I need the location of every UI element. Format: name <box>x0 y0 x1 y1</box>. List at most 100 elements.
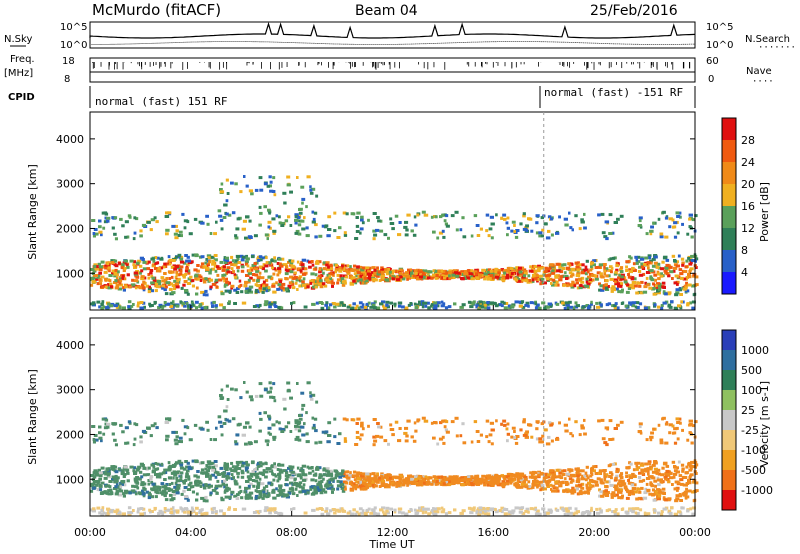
velocity-cell <box>289 481 294 485</box>
power-cell <box>453 302 457 306</box>
power-cell <box>637 255 641 259</box>
power-cell <box>326 273 330 277</box>
power-cell <box>111 269 115 273</box>
velocity-cell <box>296 466 300 470</box>
power-cell <box>184 290 189 294</box>
velocity-cell <box>244 495 248 499</box>
power-cell <box>463 277 468 280</box>
power-cell <box>679 293 683 296</box>
velocity-cell <box>445 420 449 424</box>
velocity-cell <box>478 506 483 510</box>
velocity-cell <box>677 510 682 514</box>
power-cell <box>161 306 164 310</box>
velocity-cell <box>170 481 174 485</box>
power-cell <box>92 232 96 235</box>
power-cell <box>386 272 389 276</box>
power-cell <box>479 227 483 231</box>
velocity-cell <box>359 480 362 484</box>
power-cell <box>171 270 175 274</box>
power-cell <box>520 300 525 304</box>
power-cell <box>187 261 193 265</box>
power-cell <box>113 274 117 278</box>
velocity-cell <box>146 426 151 430</box>
velocity-cell <box>599 490 604 494</box>
power-cell <box>436 236 440 240</box>
velocity-cell <box>157 472 161 476</box>
velocity-cell <box>486 508 490 512</box>
velocity-cell <box>206 428 210 432</box>
power-cell <box>656 305 661 309</box>
power-cell <box>653 255 658 259</box>
velocity-cell <box>413 508 417 512</box>
power-cell <box>358 266 363 270</box>
power-cell <box>258 255 263 259</box>
velocity-cell <box>172 509 176 513</box>
velocity-cell <box>592 469 596 473</box>
velocity-cell <box>569 511 574 515</box>
velocity-cell <box>569 432 573 436</box>
velocity-cell <box>213 464 218 468</box>
power-cell <box>673 281 678 285</box>
velocity-cell <box>552 486 557 490</box>
velocity-cell <box>155 491 160 495</box>
power-cell <box>268 211 271 215</box>
power-cell <box>98 271 102 275</box>
velocity-cell <box>616 488 620 492</box>
velocity-cell <box>230 469 235 473</box>
power-cell <box>150 289 154 293</box>
power-cell <box>516 279 521 283</box>
power-cell <box>452 269 457 273</box>
velocity-cell <box>308 471 312 475</box>
velocity-cell <box>656 476 660 480</box>
power-cell <box>578 227 582 231</box>
velocity-cell <box>357 480 361 484</box>
power-cell <box>244 262 248 266</box>
velocity-cell <box>575 510 580 514</box>
power-cell <box>646 283 650 287</box>
power-cell <box>303 216 306 220</box>
velocity-cell <box>535 427 539 431</box>
power-cell <box>518 300 521 304</box>
power-cell <box>255 261 259 265</box>
power-cell <box>552 280 557 284</box>
velocity-cell <box>139 435 143 439</box>
velocity-cell <box>615 470 619 474</box>
power-cell <box>401 305 405 309</box>
power-cell <box>298 284 302 288</box>
velocity-cell <box>200 496 205 500</box>
velocity-cell <box>287 491 292 495</box>
velocity-cell <box>636 466 641 470</box>
power-cell <box>150 281 155 285</box>
power-cell <box>381 300 386 304</box>
velocity-cell <box>537 512 542 516</box>
velocity-cell <box>214 475 218 479</box>
power-cell <box>114 259 118 263</box>
velocity-cell <box>96 506 101 510</box>
velocity-cell <box>152 469 156 473</box>
velocity-cell <box>270 465 275 469</box>
power-cell <box>234 182 238 186</box>
power-cell <box>679 306 683 310</box>
velocity-cell <box>537 470 541 474</box>
power-cell <box>443 219 447 223</box>
power-cell <box>605 279 609 283</box>
power-cell <box>338 266 342 270</box>
velocity-cell <box>315 465 319 469</box>
velocity-cell <box>211 468 215 472</box>
power-cell <box>167 283 171 286</box>
power-cell <box>631 266 635 270</box>
station-title: McMurdo (fitACF) <box>92 1 221 19</box>
power-cell <box>645 232 649 236</box>
velocity-cell <box>245 463 250 467</box>
velocity-cell <box>301 464 307 468</box>
power-cell <box>195 286 199 290</box>
power-cell <box>627 275 632 279</box>
power-cell <box>264 300 269 304</box>
power-cell <box>666 292 671 296</box>
velocity-cell <box>549 510 553 514</box>
velocity-cell <box>145 490 149 494</box>
power-cell <box>336 281 340 285</box>
power-cell <box>561 301 566 305</box>
power-cell <box>537 264 541 268</box>
power-cell <box>163 301 167 304</box>
